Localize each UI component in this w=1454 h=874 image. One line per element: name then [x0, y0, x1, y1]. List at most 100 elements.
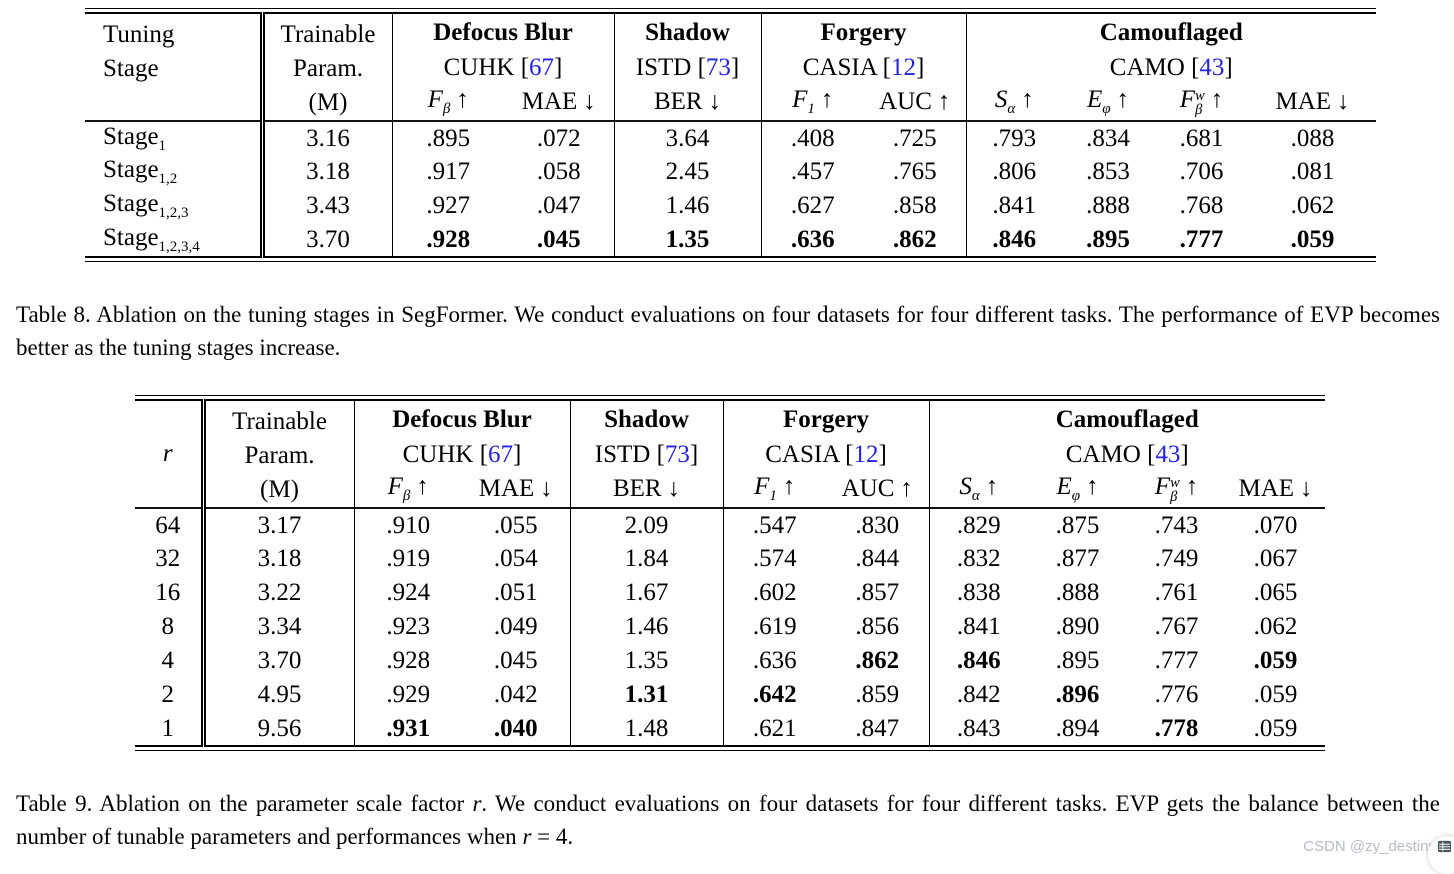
- metric-header: AUC ↑: [864, 84, 966, 121]
- cell-value: .862: [855, 647, 900, 674]
- cell-value: .928: [353, 644, 462, 678]
- cell-value: 1.84: [569, 542, 724, 576]
- row-label: 8: [135, 610, 203, 644]
- cell-value: .846: [928, 644, 1029, 678]
- metric-label: BER ↓: [653, 88, 722, 115]
- citation-link[interactable]: 43: [1199, 53, 1225, 81]
- cell-value: 2.45: [613, 155, 762, 189]
- cell-value: 1.46: [569, 610, 724, 644]
- citation-link[interactable]: 43: [1155, 440, 1181, 468]
- dataset-name: ISTD: [594, 440, 657, 468]
- cell-value: .706: [1179, 158, 1224, 185]
- cite-bracket-open: [: [697, 53, 706, 81]
- task-title: Camouflaged: [1099, 18, 1243, 46]
- metric-header: BER ↓: [569, 471, 724, 508]
- cell-value: 3.18: [200, 542, 354, 576]
- arrow-down-icon: ↓: [540, 475, 553, 502]
- row-label-text: 8: [161, 613, 175, 640]
- table-row: 1 9.56.931 .040 1.48.621 .847 .843 .894 .778 .05…: [135, 712, 1325, 746]
- cell-value: 1.48: [569, 712, 724, 746]
- cell-value: .841: [965, 189, 1063, 223]
- r-symbol: r: [162, 440, 173, 467]
- metric-label: F1 ↑: [754, 473, 796, 504]
- metric-label: MAE ↓: [478, 475, 553, 502]
- metric-label: F1 ↑: [792, 86, 834, 117]
- row-label-text: Stage1: [103, 122, 167, 154]
- cell-value: .895: [391, 120, 504, 155]
- group-dataset: CASIA [12]: [722, 438, 930, 471]
- cell-value: .919: [353, 542, 462, 576]
- cell-value: .547: [722, 507, 827, 542]
- cell-value: .856: [855, 613, 900, 640]
- cite-bracket-open: [: [520, 53, 530, 81]
- cell-value: .806: [965, 155, 1063, 189]
- cite-bracket-open: [: [656, 440, 665, 468]
- table-8-caption: Table 8. Ablation on the tuning stages i…: [16, 299, 1440, 364]
- table-grid-icon[interactable]: [1437, 839, 1452, 854]
- citation-link[interactable]: 73: [705, 53, 731, 81]
- citation-link[interactable]: 12: [853, 440, 879, 468]
- citation-link[interactable]: 12: [890, 53, 916, 81]
- table-row: Stage1,2,3,4 3.70.928 .045 1.35.636 .862 .846…: [85, 223, 1376, 257]
- cell-value: .777: [1154, 647, 1199, 674]
- task-title: Defocus Blur: [433, 18, 573, 46]
- cell-value: .895: [1086, 225, 1130, 253]
- cell-value: .842: [928, 678, 1029, 712]
- cell-value: .793: [965, 120, 1063, 155]
- citation-link[interactable]: 73: [664, 440, 690, 468]
- arrow-up-icon: ↑: [1185, 473, 1199, 501]
- cell-value: .621: [722, 712, 827, 746]
- dataset-name: CASIA: [765, 440, 846, 468]
- cell-value: 3.43: [259, 189, 392, 223]
- cell-value: 1.67: [569, 576, 724, 610]
- cell-value: .681: [1154, 120, 1250, 155]
- task-title: Shadow: [645, 18, 730, 46]
- metric-label: MAE ↓: [1238, 475, 1313, 502]
- row-label-text: 32: [155, 545, 181, 572]
- cell-value: .875: [1028, 507, 1128, 542]
- cell-value: .054: [493, 545, 538, 572]
- group-dataset: ISTD [73]: [613, 51, 762, 84]
- cell-value: .927: [391, 189, 504, 223]
- cell-value: 3.17: [200, 507, 354, 542]
- column-header-trainable-param: Trainable Param. (M): [259, 13, 392, 121]
- metric-header: F1 ↑: [722, 471, 827, 508]
- metric-header: Fβ ↑: [391, 84, 504, 121]
- citation-link[interactable]: 67: [529, 53, 555, 81]
- cell-value: 9.56: [200, 712, 354, 746]
- dataset-name: CUHK: [443, 53, 521, 81]
- group-title-shadow: Shadow: [569, 400, 724, 438]
- cite-bracket-close: ]: [915, 53, 925, 81]
- table-row: Stage1,2,3 3.43.927 .047 1.46.627 .858 .841 .8…: [85, 189, 1376, 223]
- cite-bracket-open: [: [1147, 440, 1156, 468]
- table-row: 64 3.17.910.055 2.09.547.830.829.875.743.0…: [135, 507, 1326, 542]
- cell-value: .857: [855, 579, 900, 606]
- metric-label: AUC ↑: [879, 88, 951, 115]
- group-dataset: CAMO [43]: [928, 438, 1326, 471]
- metric-label: MAE ↓: [1275, 88, 1350, 115]
- cell-value: .749: [1154, 545, 1199, 572]
- row-label: Stage1,2: [85, 155, 262, 189]
- group-dataset: CAMO [43]: [965, 51, 1377, 84]
- row-label: Stage1,2,3: [85, 189, 262, 223]
- cell-value: .829: [928, 507, 1029, 542]
- data-table: r Trainable Param. (M) Defocus Blur Shadow For…: [135, 399, 1326, 747]
- cell-value: .743: [1127, 507, 1227, 542]
- citation-link[interactable]: 67: [488, 440, 514, 468]
- cell-value: 1.46: [613, 189, 762, 223]
- metric-header: MAE ↓: [1249, 84, 1376, 121]
- row-label-text: 4: [161, 647, 175, 674]
- group-dataset: CASIA [12]: [760, 51, 967, 84]
- cell-value: .072: [504, 120, 615, 155]
- metric-label: Sα ↑: [994, 86, 1034, 117]
- row-label: 2: [135, 678, 203, 712]
- row-label-text: 16: [155, 579, 181, 606]
- arrow-down-icon: ↓: [1337, 88, 1350, 115]
- cell-value: .408: [760, 120, 865, 155]
- math-r: r: [472, 791, 482, 816]
- header-line: (M): [260, 476, 299, 503]
- caption-text: . We conduct evaluations on four dataset…: [16, 791, 1440, 849]
